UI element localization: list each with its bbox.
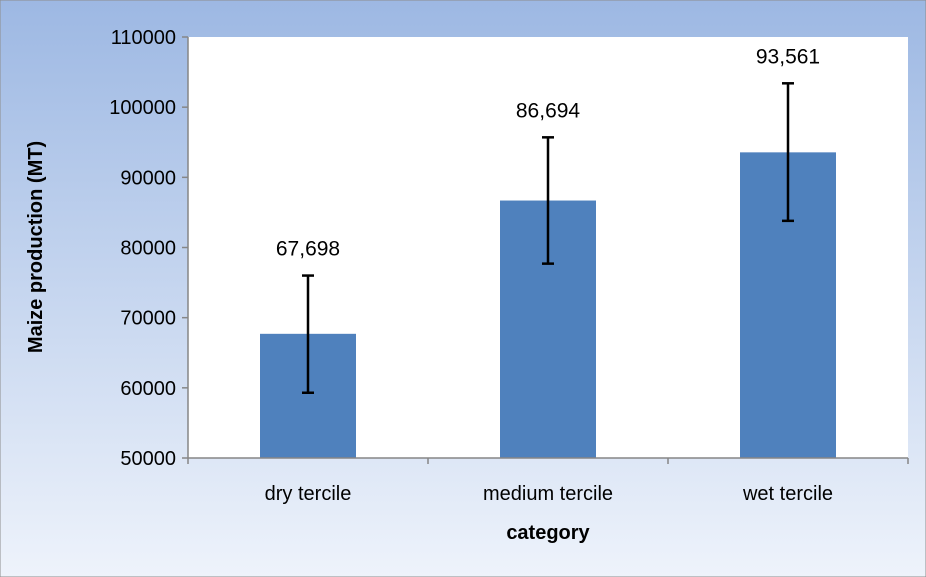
axes-layer bbox=[182, 36, 909, 464]
error-bars-layer bbox=[302, 82, 794, 394]
data-label: 86,694 bbox=[516, 99, 581, 122]
y-tick-label: 110000 bbox=[111, 27, 176, 49]
y-tick-label: 90000 bbox=[120, 167, 176, 189]
y-tick-label: 100000 bbox=[109, 97, 176, 119]
error-bar-medium-tercile bbox=[542, 136, 554, 265]
x-tick-label: wet tercile bbox=[742, 483, 833, 505]
data-label: 67,698 bbox=[276, 238, 340, 261]
y-tick-label: 50000 bbox=[120, 448, 176, 470]
error-bar-dry-tercile bbox=[302, 274, 314, 394]
labels-layer: 67,698 dry tercile 86,694 medium tercile 93,… bbox=[109, 27, 833, 505]
y-axis-title: Maize production (MT) bbox=[25, 141, 47, 353]
y-tick-label: 60000 bbox=[120, 378, 176, 400]
x-axis-title: category bbox=[506, 522, 590, 544]
data-label: 93,561 bbox=[756, 45, 820, 68]
error-bar-wet-tercile bbox=[782, 82, 794, 223]
y-tick-label: 80000 bbox=[120, 238, 176, 260]
x-tick-label: dry tercile bbox=[265, 483, 352, 505]
x-tick-label: medium tercile bbox=[483, 483, 613, 505]
y-tick-label: 70000 bbox=[120, 308, 176, 330]
